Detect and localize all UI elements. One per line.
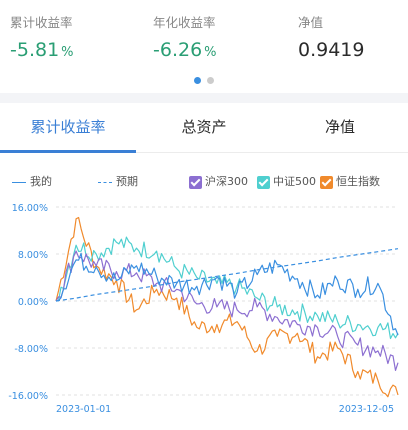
y-tick-label: -8.00% [14, 344, 48, 355]
series-csi500 [55, 236, 399, 340]
checkbox-checked-icon [257, 175, 270, 189]
section-divider [0, 93, 408, 103]
tab-nav[interactable]: 净值 [324, 118, 355, 136]
checkbox-checked-icon [320, 175, 333, 189]
legend-csi500-label: 中证500 [273, 175, 316, 188]
checkbox-checked-icon [189, 175, 202, 189]
series-hsi [55, 216, 399, 398]
summary-panel[interactable]: 累计收益率 -5.81% 年化收益率 -6.26% 净值 0.9419 [0, 0, 408, 92]
annualized-return-metric: 年化收益率 -6.26% [153, 12, 217, 61]
cumulative-return-value-wrap: -5.81% [10, 39, 74, 61]
dashed-line-icon [98, 181, 112, 183]
nav-metric: 净值 0.9419 [298, 12, 364, 61]
annualized-return-unit: % [204, 45, 217, 60]
page-dot-1[interactable] [194, 77, 201, 84]
y-tick-label: -16.00% [8, 391, 48, 402]
page-indicator [0, 77, 408, 85]
series-expected [55, 248, 399, 302]
nav-value: 0.9419 [298, 39, 365, 61]
chart-legend: 我的 预期 沪深300 中证500 恒生指数 [0, 172, 408, 192]
legend-hsi-label: 恒生指数 [336, 175, 380, 188]
tab-cumulative-return[interactable]: 累计收益率 [0, 103, 136, 153]
legend-csi300[interactable]: 沪深300 [189, 172, 248, 192]
series-mine [55, 252, 399, 336]
nav-label: 净值 [298, 15, 324, 30]
solid-line-icon [12, 181, 26, 183]
page-dot-2[interactable] [207, 77, 214, 84]
legend-hsi[interactable]: 恒生指数 [320, 172, 380, 192]
legend-mine[interactable]: 我的 [12, 172, 52, 192]
annualized-return-value: -6.26 [153, 39, 203, 61]
legend-expected-label: 预期 [116, 175, 138, 188]
x-start-label: 2023-01-01 [56, 404, 111, 415]
annualized-return-value-wrap: -6.26% [153, 39, 217, 61]
legend-mine-label: 我的 [30, 175, 52, 188]
cumulative-return-value: -5.81 [10, 39, 60, 61]
legend-csi500[interactable]: 中证500 [257, 172, 316, 192]
y-tick-label: 16.00% [12, 203, 48, 214]
y-tick-label: 8.00% [18, 250, 48, 261]
annualized-return-label: 年化收益率 [153, 15, 216, 30]
cumulative-return-unit: % [61, 45, 74, 60]
chart-tabs: 累计收益率 总资产 净值 [0, 103, 408, 153]
cumulative-return-label: 累计收益率 [10, 15, 73, 30]
legend-expected[interactable]: 预期 [98, 172, 138, 192]
return-chart[interactable]: 16.00% 8.00% 0.00% -8.00% -16.00% 2023-01-01 2… [0, 195, 408, 423]
tab-total-assets[interactable]: 总资产 [181, 118, 227, 136]
cumulative-return-metric: 累计收益率 -5.81% [10, 12, 74, 61]
x-end-label: 2023-12-05 [339, 404, 394, 415]
series-csi300 [55, 250, 399, 371]
legend-csi300-label: 沪深300 [205, 175, 248, 188]
y-tick-label: 0.00% [18, 297, 48, 308]
